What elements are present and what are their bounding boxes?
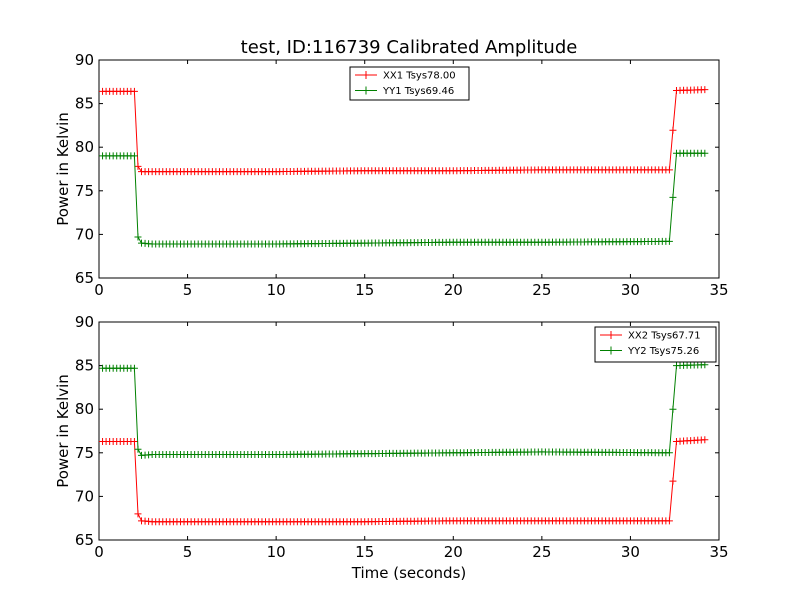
- y-tick-label: 75: [75, 182, 94, 200]
- x-tick-label: 0: [94, 281, 104, 299]
- data-point-marker: [669, 405, 677, 413]
- data-point-marker: [130, 437, 138, 445]
- data-point-marker: [134, 162, 142, 170]
- data-point-marker: [665, 517, 673, 525]
- data-point-marker: [130, 87, 138, 95]
- legend-marker: [607, 346, 615, 355]
- x-tick-label: 30: [621, 281, 640, 299]
- x-tick-label: 25: [532, 281, 551, 299]
- legend-marker: [607, 331, 615, 339]
- x-axis-label: Time (seconds): [351, 564, 467, 582]
- data-point-marker: [134, 233, 142, 241]
- data-point-marker: [665, 166, 673, 174]
- x-tick-label: 20: [444, 543, 463, 561]
- y-tick-label: 65: [75, 531, 94, 549]
- y-tick-label: 70: [75, 487, 94, 505]
- x-tick-label: 15: [355, 543, 374, 561]
- chart-title: test, ID:116739 Calibrated Amplitude: [241, 37, 578, 58]
- legend-label: XX2 Tsys67.71: [628, 331, 701, 342]
- legend-box: [349, 66, 470, 101]
- data-point-marker: [134, 445, 142, 453]
- y-tick-label: 85: [75, 357, 94, 375]
- data-point-marker: [669, 126, 677, 134]
- legend: XX2 Tsys67.71 YY2 Tsys75.26: [594, 326, 717, 363]
- legend-marker: [362, 86, 370, 95]
- data-point-marker: [701, 86, 709, 94]
- x-tick-label: 10: [267, 543, 286, 561]
- y-tick-label: 75: [75, 444, 94, 462]
- legend-label: XX1 Tsys78.00: [383, 71, 456, 82]
- x-tick-label: 10: [267, 281, 286, 299]
- data-point-marker: [669, 193, 677, 201]
- x-tick-label: 30: [621, 543, 640, 561]
- legend-box: [594, 326, 717, 363]
- x-tick-label: 35: [709, 543, 728, 561]
- x-tick-label: 25: [532, 543, 551, 561]
- series-yy2: [99, 361, 709, 459]
- series-yy1: [99, 149, 709, 248]
- data-point-marker: [665, 449, 673, 457]
- series-xx1: [99, 86, 709, 176]
- data-point-marker: [669, 477, 677, 485]
- y-axis-label: Power in Kelvin: [54, 374, 72, 488]
- data-point-marker: [134, 510, 142, 518]
- x-tick-label: 0: [94, 543, 104, 561]
- y-tick-label: 65: [75, 269, 94, 287]
- top-panel: 0 5 10 15 20 25 30 35 65 70 75 80 85 90 Power in Kelvi…: [54, 51, 729, 299]
- y-tick-label: 90: [75, 51, 94, 69]
- legend: XX1 Tsys78.00 YY1 Tsys69.46: [349, 66, 470, 101]
- bottom-panel: 0 5 10 15 20 25 30 35 65 70 75 80 85 90 Power in Kelvi…: [54, 313, 729, 561]
- y-tick-label: 85: [75, 95, 94, 113]
- legend-label: YY1 Tsys69.46: [382, 86, 454, 97]
- x-tick-label: 20: [444, 281, 463, 299]
- data-point-marker: [130, 364, 138, 372]
- legend-label: YY2 Tsys75.26: [627, 346, 699, 357]
- x-tick-label: 15: [355, 281, 374, 299]
- y-tick-label: 70: [75, 225, 94, 243]
- data-point-marker: [701, 436, 709, 444]
- x-tick-label: 5: [183, 281, 193, 299]
- data-point-marker: [130, 152, 138, 160]
- legend-marker: [362, 71, 370, 79]
- x-tick-label: 5: [183, 543, 193, 561]
- y-axis-label: Power in Kelvin: [54, 112, 72, 226]
- y-tick-label: 80: [75, 400, 94, 418]
- x-tick-label: 35: [709, 281, 728, 299]
- data-point-marker: [665, 237, 673, 245]
- series-xx2: [99, 436, 709, 526]
- y-tick-label: 90: [75, 313, 94, 331]
- data-point-marker: [701, 149, 709, 157]
- y-tick-label: 80: [75, 138, 94, 156]
